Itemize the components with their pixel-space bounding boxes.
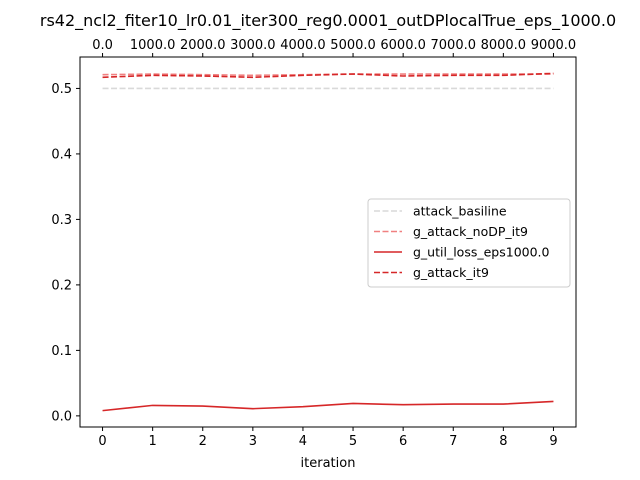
- y-tick-label: 0.1: [51, 344, 72, 359]
- top-x-tick-label: 9000.0: [531, 38, 577, 53]
- plot-frame: [79, 56, 577, 428]
- top-x-tick-label: 6000.0: [380, 38, 426, 53]
- top-x-tick-label: 0.0: [92, 38, 113, 53]
- y-tick-label: 0.2: [51, 278, 72, 293]
- legend-label: g_attack_it9: [413, 265, 489, 280]
- top-x-tick-label: 4000.0: [280, 38, 326, 53]
- legend-label: g_util_loss_eps1000.0: [413, 245, 550, 260]
- x-tick-label: 1: [149, 434, 157, 449]
- plot-area: 0 1 2 3 4 5 6 7 8 9 0.0 1000.0 2000.0 3000.0 4000.0 500…: [51, 38, 577, 449]
- top-x-tick-label: 2000.0: [180, 38, 226, 53]
- x-axis-label: iteration: [301, 456, 356, 471]
- top-x-tick-label: 7000.0: [431, 38, 477, 53]
- legend-label: attack_basiline: [413, 204, 507, 219]
- x-tick-label: 4: [299, 434, 307, 449]
- x-tick-label: 3: [249, 434, 257, 449]
- x-tick-label: 0: [98, 434, 106, 449]
- top-x-tick-label: 3000.0: [230, 38, 276, 53]
- x-tick-label: 9: [549, 434, 557, 449]
- x-tick-label: 7: [449, 434, 457, 449]
- series-line-2: [102, 400, 554, 412]
- legend-box: [367, 198, 571, 288]
- x-tick-label: 6: [399, 434, 407, 449]
- x-tick-label: 2: [199, 434, 207, 449]
- y-tick-label: 0.0: [51, 409, 72, 424]
- top-x-tick-label: 1000.0: [130, 38, 176, 53]
- y-tick-label: 0.5: [51, 82, 72, 97]
- legend-label: g_attack_noDP_it9: [413, 224, 528, 239]
- x-tick-label: 8: [499, 434, 507, 449]
- top-x-tick-label: 8000.0: [481, 38, 527, 53]
- legend: attack_basiline g_attack_noDP_it9 g_util_l…: [367, 198, 571, 288]
- y-tick-label: 0.4: [51, 147, 72, 162]
- chart-title: rs42_ncl2_fiter10_lr0.01_iter300_reg0.00…: [40, 11, 616, 31]
- top-x-tick-label: 5000.0: [330, 38, 376, 53]
- series-line-3: [102, 72, 554, 79]
- y-tick-label: 0.3: [51, 213, 72, 228]
- x-tick-label: 5: [349, 434, 357, 449]
